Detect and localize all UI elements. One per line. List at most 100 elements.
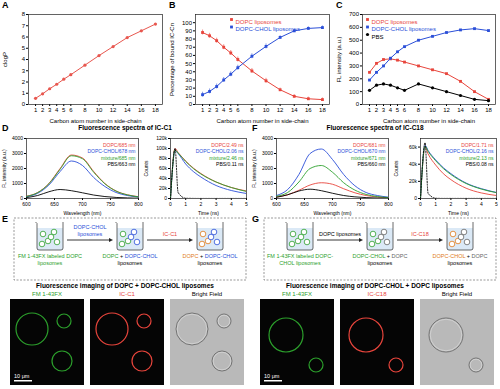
svg-text:750: 750	[106, 201, 115, 207]
svg-text:100: 100	[349, 89, 360, 95]
svg-text:PBS/660 nm: PBS/660 nm	[357, 161, 385, 167]
svg-text:100k: 100k	[156, 145, 167, 151]
svg-text:600: 600	[349, 24, 360, 30]
svg-text:60: 60	[185, 52, 192, 58]
svg-text:800: 800	[134, 201, 143, 207]
svg-text:2: 2	[375, 107, 379, 113]
svg-text:18: 18	[485, 107, 492, 113]
svg-text:4: 4	[230, 201, 233, 207]
svg-text:70: 70	[185, 44, 192, 50]
svg-text:4000: 4000	[12, 135, 23, 141]
svg-text:Percentage of bound IC-Cn: Percentage of bound IC-Cn	[169, 23, 175, 96]
svg-text:Carbon atom number in side-cha: Carbon atom number in side-chain	[383, 118, 475, 124]
svg-text:3: 3	[215, 107, 219, 113]
svg-text:Wavelength (nm): Wavelength (nm)	[314, 210, 352, 216]
svg-text:6: 6	[22, 34, 26, 40]
svg-text:PBS/663 nm: PBS/663 nm	[107, 161, 135, 167]
svg-text:4000: 4000	[262, 135, 273, 141]
svg-text:1: 1	[34, 107, 38, 113]
svg-text:100: 100	[182, 20, 193, 26]
svg-text:clogP: clogP	[2, 52, 8, 67]
svg-text:40k: 40k	[159, 175, 168, 181]
svg-text:5: 5	[495, 201, 498, 207]
svg-text:6: 6	[403, 107, 407, 113]
svg-text:700: 700	[78, 201, 87, 207]
svg-text:10: 10	[185, 93, 192, 99]
svg-text:500: 500	[349, 37, 360, 43]
svg-text:5: 5	[22, 45, 26, 51]
svg-text:Carbon atom number in side-cha: Carbon atom number in side-chain	[216, 118, 308, 124]
svg-text:14: 14	[291, 107, 298, 113]
svg-text:40k: 40k	[409, 161, 418, 167]
svg-text:Time (ns): Time (ns)	[198, 210, 219, 216]
svg-text:0: 0	[419, 201, 422, 207]
svg-text:10: 10	[263, 107, 270, 113]
svg-text:Counts: Counts	[143, 160, 149, 176]
svg-text:DOPC/685 nm: DOPC/685 nm	[103, 142, 136, 148]
svg-text:DOPC/1.71 ns: DOPC/1.71 ns	[461, 142, 494, 148]
svg-text:8: 8	[417, 107, 421, 113]
svg-text:mixture/671 nm: mixture/671 nm	[351, 155, 385, 161]
svg-text:1: 1	[22, 90, 26, 96]
svg-text:3000: 3000	[262, 150, 273, 156]
svg-text:1: 1	[201, 107, 205, 113]
svg-text:8: 8	[22, 11, 26, 17]
svg-text:2000: 2000	[12, 165, 23, 171]
svg-text:DOPC liposomes: DOPC liposomes	[236, 19, 282, 25]
svg-text:FL intensity (a.u.): FL intensity (a.u.)	[1, 149, 7, 188]
svg-text:0: 0	[356, 101, 360, 107]
svg-text:4: 4	[22, 56, 26, 62]
svg-text:3000: 3000	[12, 150, 23, 156]
svg-text:DOPC-CHOL/670 nm: DOPC-CHOL/670 nm	[337, 148, 385, 154]
svg-text:650: 650	[300, 201, 309, 207]
svg-text:400: 400	[349, 50, 360, 56]
svg-text:3: 3	[465, 201, 468, 207]
svg-text:8: 8	[250, 107, 254, 113]
svg-text:700: 700	[328, 201, 337, 207]
svg-text:10: 10	[429, 107, 436, 113]
svg-text:600: 600	[272, 201, 281, 207]
svg-text:10: 10	[96, 107, 103, 113]
svg-text:16: 16	[305, 107, 312, 113]
svg-text:90: 90	[185, 28, 192, 34]
svg-text:0: 0	[164, 195, 167, 201]
svg-text:PBS: PBS	[372, 34, 384, 40]
svg-text:4: 4	[55, 107, 59, 113]
svg-text:1000: 1000	[12, 180, 23, 186]
svg-text:0: 0	[22, 101, 26, 107]
svg-text:4: 4	[222, 107, 226, 113]
svg-text:200: 200	[349, 76, 360, 82]
svg-text:14: 14	[457, 107, 464, 113]
svg-text:7: 7	[22, 23, 26, 29]
svg-text:DOPC/681 nm: DOPC/681 nm	[353, 142, 386, 148]
svg-text:10 μm: 10 μm	[14, 373, 30, 379]
svg-text:0: 0	[414, 195, 417, 201]
svg-text:10 μm: 10 μm	[264, 373, 280, 379]
svg-text:80k: 80k	[159, 155, 168, 161]
svg-text:12: 12	[277, 107, 284, 113]
svg-text:DOPC-CHOL/678 nm: DOPC-CHOL/678 nm	[87, 148, 135, 154]
svg-text:80: 80	[185, 36, 192, 42]
svg-text:DOPC-CHOL/2.16 ns: DOPC-CHOL/2.16 ns	[446, 148, 494, 154]
svg-text:20: 20	[185, 85, 192, 91]
svg-text:2: 2	[41, 107, 45, 113]
svg-text:16: 16	[471, 107, 478, 113]
svg-text:6: 6	[69, 107, 73, 113]
svg-text:PBS/0.08 ns: PBS/0.08 ns	[466, 161, 494, 167]
svg-text:16: 16	[138, 107, 145, 113]
svg-text:5: 5	[245, 201, 248, 207]
svg-text:DOPC/2.49 ns: DOPC/2.49 ns	[211, 142, 244, 148]
svg-text:18: 18	[152, 107, 159, 113]
svg-text:18: 18	[319, 107, 326, 113]
svg-text:FL intensity (a.u.): FL intensity (a.u.)	[336, 36, 342, 82]
svg-text:DOPC-CHOL liposomes: DOPC-CHOL liposomes	[236, 26, 300, 32]
svg-text:PBS/0.11 ns: PBS/0.11 ns	[216, 161, 244, 167]
svg-text:650: 650	[50, 201, 59, 207]
svg-text:Wavelength (nm): Wavelength (nm)	[64, 210, 102, 216]
svg-text:120k: 120k	[156, 135, 167, 141]
svg-text:2: 2	[22, 79, 26, 85]
svg-text:6: 6	[236, 107, 240, 113]
svg-text:2000: 2000	[262, 165, 273, 171]
svg-text:300: 300	[349, 63, 360, 69]
svg-text:3: 3	[22, 68, 26, 74]
